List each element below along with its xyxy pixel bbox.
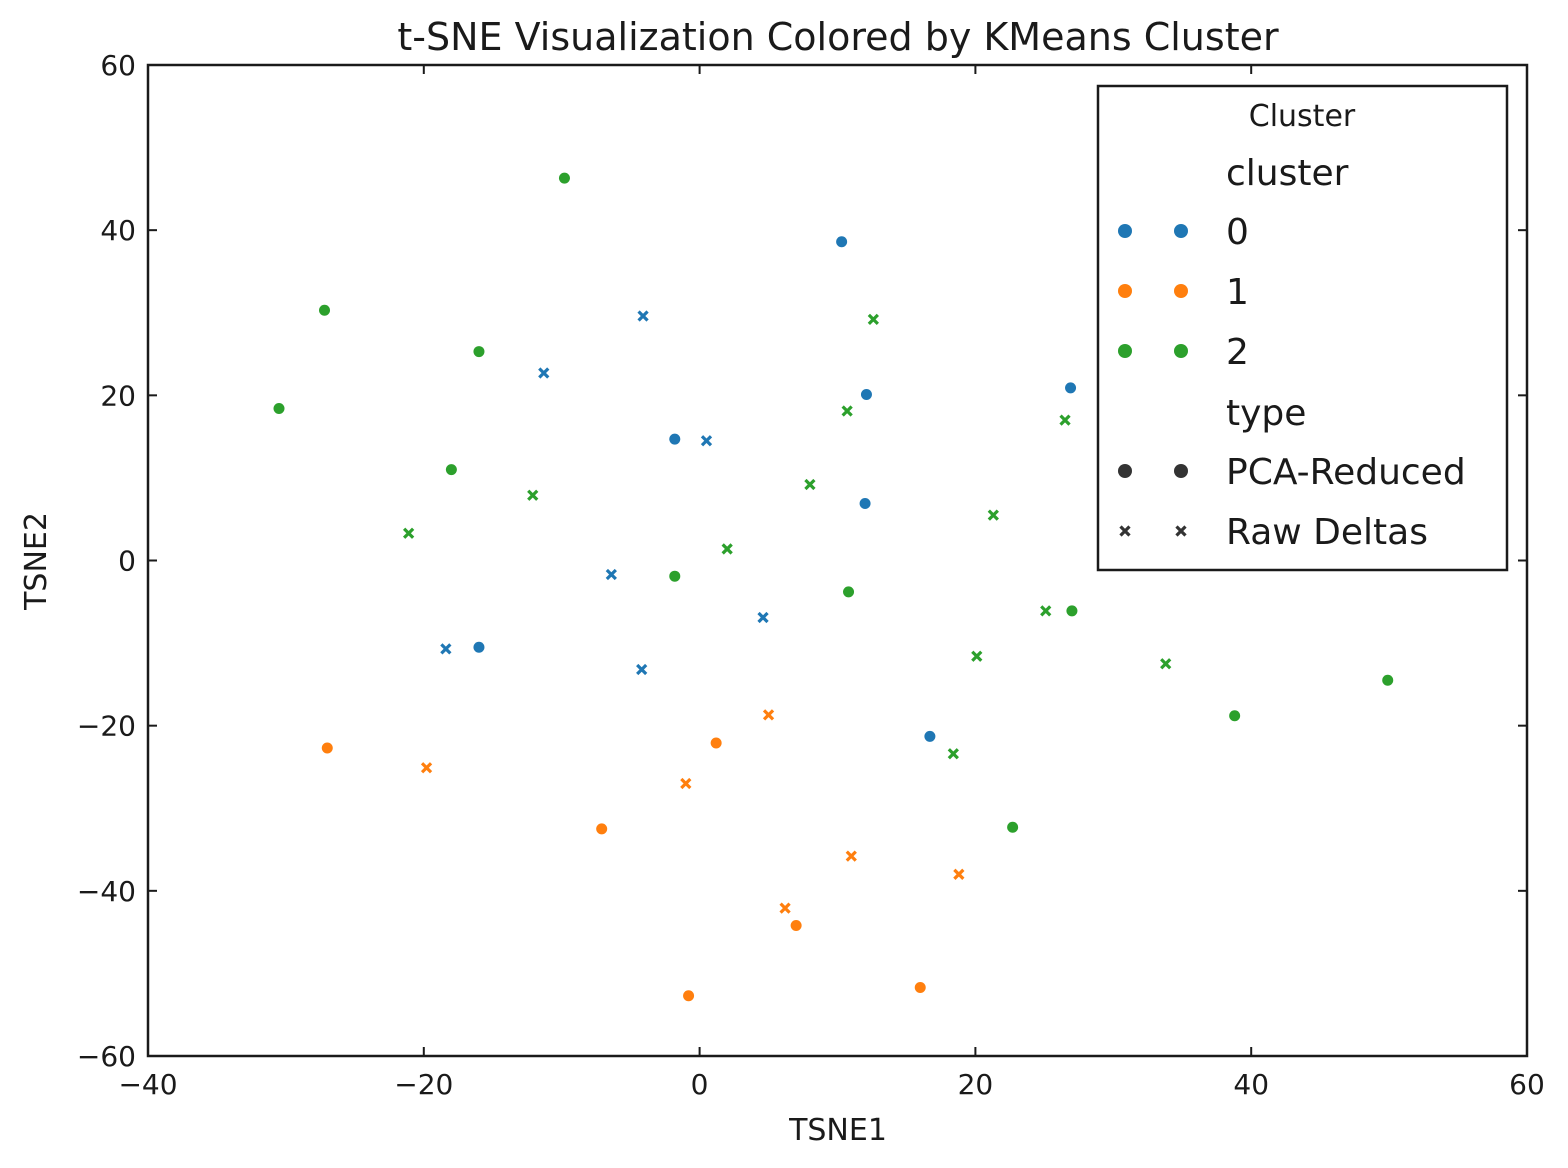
legend-style-header: type: [1226, 393, 1306, 434]
pca-point-cluster-0: [859, 498, 871, 510]
legend-marker-cluster-1: [1174, 284, 1188, 298]
legend-marker-cluster-0: [1118, 224, 1132, 238]
pca-point-cluster-2: [445, 464, 457, 476]
pca-point-cluster-1: [321, 742, 333, 754]
pca-point-cluster-1: [914, 981, 926, 993]
pca-point-cluster-2: [843, 586, 855, 598]
raw-delta-point-cluster-1: [680, 777, 692, 790]
pca-point-cluster-2: [273, 403, 285, 415]
legend-label-cluster-2: 2: [1226, 332, 1249, 373]
pca-point-cluster-0: [860, 389, 872, 401]
legend-marker-raw-deltas: [1175, 525, 1187, 537]
legend-marker-cluster-1: [1118, 284, 1132, 298]
raw-delta-point-cluster-2: [841, 405, 853, 417]
legend-marker-cluster-0: [1174, 224, 1188, 238]
plot-area-frame: [146, 63, 1529, 1058]
legend-marker-pca: [1118, 464, 1132, 478]
pca-point-cluster-1: [596, 823, 608, 835]
pca-point-cluster-2: [558, 172, 570, 184]
raw-delta-point-cluster-0: [440, 643, 452, 655]
raw-delta-point-cluster-2: [804, 478, 816, 491]
y-tick-label: −40: [77, 875, 136, 908]
raw-delta-point-cluster-2: [987, 509, 999, 521]
pca-point-cluster-2: [1229, 710, 1241, 722]
pca-point-cluster-2: [1382, 674, 1394, 686]
raw-delta-point-cluster-1: [845, 850, 857, 862]
chart-title: t-SNE Visualization Colored by KMeans Cl…: [397, 15, 1279, 59]
raw-delta-point-cluster-2: [1040, 605, 1052, 617]
pca-point-cluster-1: [790, 920, 802, 932]
pca-point-cluster-2: [473, 346, 485, 358]
x-tick-label: −40: [118, 1068, 177, 1101]
y-tick-label: 40: [100, 214, 136, 247]
x-tick-label: 0: [691, 1068, 709, 1101]
raw-delta-point-cluster-2: [527, 489, 539, 501]
legend-marker-raw-deltas: [1119, 525, 1131, 537]
y-tick-label: 20: [100, 379, 136, 412]
x-tick-label: −20: [394, 1068, 453, 1101]
raw-delta-point-cluster-0: [538, 367, 550, 379]
legend-marker-pca: [1174, 464, 1188, 478]
y-tick-label: 0: [118, 545, 136, 578]
raw-delta-point-cluster-0: [605, 568, 617, 581]
raw-delta-point-cluster-2: [971, 650, 983, 662]
x-tick-label: 20: [958, 1068, 994, 1101]
raw-delta-point-cluster-2: [867, 313, 879, 325]
raw-delta-point-cluster-2: [402, 527, 415, 539]
raw-delta-point-cluster-2: [1059, 414, 1071, 426]
legend-marker-cluster-2: [1174, 344, 1188, 358]
raw-delta-point-cluster-0: [637, 310, 649, 322]
legend-label-type: Raw Deltas: [1226, 512, 1428, 553]
pca-point-cluster-1: [710, 737, 722, 749]
raw-delta-point-cluster-2: [947, 748, 959, 760]
pca-point-cluster-0: [669, 433, 681, 445]
pca-point-cluster-2: [669, 570, 681, 582]
legend-box: [1096, 84, 1509, 572]
raw-delta-point-cluster-0: [757, 611, 769, 624]
y-tick-label: −60: [77, 1040, 136, 1073]
pca-point-cluster-2: [319, 304, 331, 316]
legend-entries: 0 1 2 PCA-Reduced Raw Deltas: [1118, 212, 1466, 553]
legend: Cluster cluster 0 1 2 PCA-Reduced Raw Deltas…: [1096, 84, 1509, 572]
raw-delta-point-cluster-1: [420, 762, 433, 774]
x-tick-label: 40: [1233, 1068, 1269, 1101]
legend-hue-header: cluster: [1226, 153, 1349, 194]
x-tick-label: 60: [1509, 1068, 1545, 1101]
data-points: [273, 172, 1394, 1002]
raw-delta-point-cluster-0: [700, 435, 713, 447]
raw-delta-point-cluster-1: [953, 868, 965, 880]
pca-point-cluster-0: [836, 236, 848, 248]
legend-title: Cluster: [1249, 99, 1356, 134]
raw-delta-point-cluster-2: [721, 543, 733, 555]
pca-point-cluster-0: [1065, 382, 1077, 394]
pca-point-cluster-0: [924, 730, 936, 742]
raw-delta-point-cluster-0: [636, 663, 648, 676]
legend-label-cluster-0: 0: [1226, 212, 1249, 253]
pca-point-cluster-2: [1066, 605, 1078, 617]
y-axis-title: TSNE2: [19, 512, 54, 611]
pca-point-cluster-0: [473, 641, 485, 653]
legend-label-type: PCA-Reduced: [1226, 452, 1466, 493]
y-tick-label: −20: [77, 710, 136, 743]
y-tick-label: 60: [100, 49, 136, 82]
raw-delta-point-cluster-1: [779, 902, 791, 914]
pca-point-cluster-1: [683, 990, 695, 1002]
raw-delta-point-cluster-2: [1160, 658, 1172, 670]
legend-label-cluster-1: 1: [1226, 272, 1249, 313]
x-axis-title: TSNE1: [788, 1113, 887, 1148]
legend-marker-cluster-2: [1118, 344, 1132, 358]
pca-point-cluster-2: [1007, 821, 1019, 833]
raw-delta-point-cluster-1: [762, 709, 775, 721]
